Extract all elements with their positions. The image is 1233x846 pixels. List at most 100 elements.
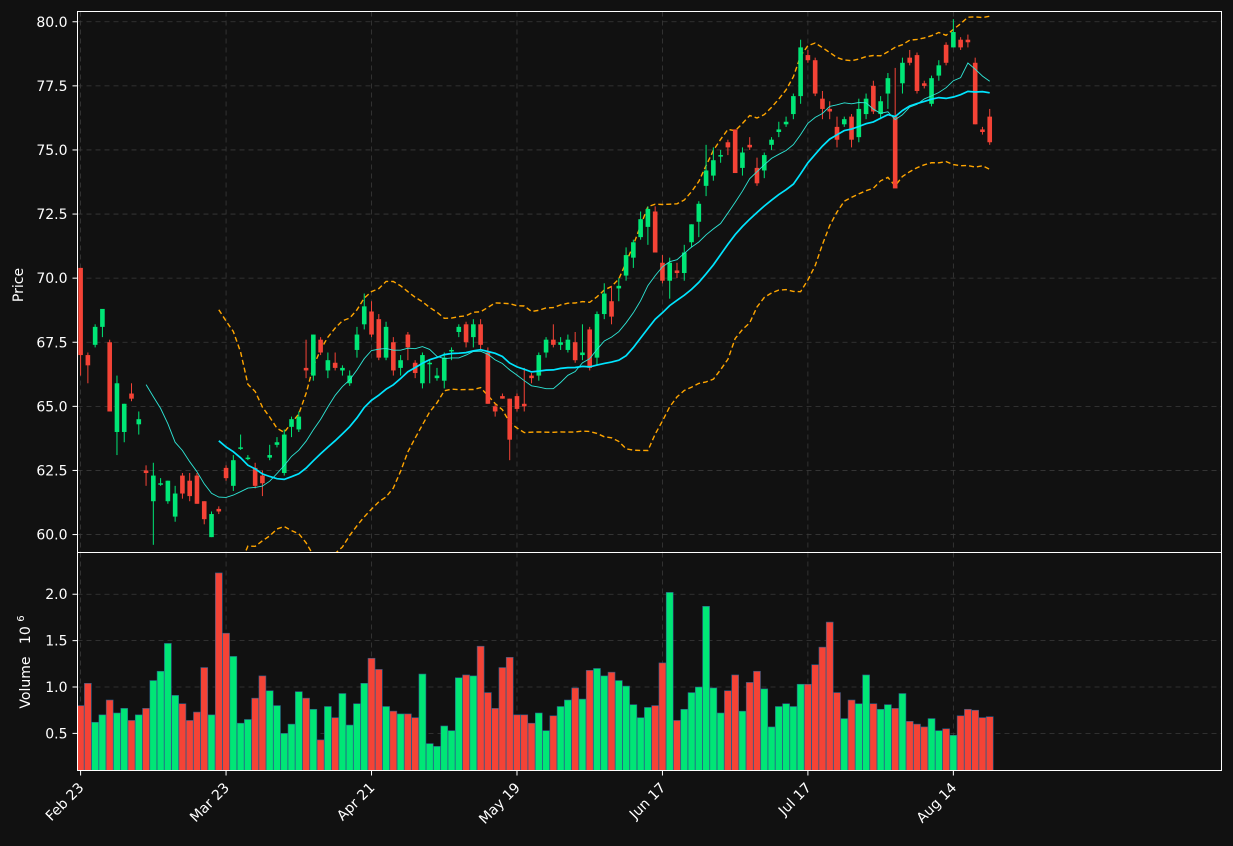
volume-bar — [644, 707, 652, 771]
candle-body — [776, 129, 782, 133]
candle-body — [441, 357, 447, 381]
volume-bar — [411, 717, 419, 771]
candle-body — [136, 419, 142, 425]
candle-body — [965, 39, 971, 43]
volume-bar — [695, 686, 703, 771]
candle-body — [201, 501, 207, 520]
volume-bar — [745, 682, 754, 771]
candle-body — [667, 262, 673, 281]
volume-bar — [549, 715, 558, 771]
candle-body — [740, 152, 745, 168]
volume-bar — [855, 703, 863, 771]
candle-body — [732, 129, 738, 174]
sma-slow-line — [218, 90, 990, 481]
volume-bar — [913, 723, 921, 771]
candle-body — [587, 329, 593, 368]
volume-bar — [236, 722, 245, 771]
candle-body — [216, 508, 222, 512]
volume-bar — [251, 697, 259, 771]
volume-bar — [738, 710, 747, 771]
candle-body — [340, 367, 345, 371]
candle-body — [398, 360, 403, 368]
volume-bar — [120, 708, 129, 771]
candle-body — [820, 98, 825, 109]
moving-averages — [145, 62, 990, 498]
candle-body — [645, 208, 651, 227]
volume-bar — [309, 708, 318, 771]
volume-bar — [440, 725, 449, 771]
volume-bar — [273, 705, 281, 771]
volume-bar — [229, 656, 238, 771]
candle-body — [856, 108, 862, 138]
volume-bar — [862, 674, 870, 771]
volume-bar — [105, 699, 114, 771]
volume-bar — [789, 706, 798, 771]
volume-bar — [462, 674, 470, 771]
candle-body — [769, 139, 774, 145]
price-candles — [78, 19, 993, 545]
candle-body — [849, 116, 854, 140]
candle-body — [485, 352, 491, 404]
volume-bar — [622, 685, 630, 771]
candle-body — [900, 62, 905, 84]
candle-body — [78, 267, 83, 356]
candle-body — [383, 326, 389, 358]
volume-bar — [542, 730, 550, 771]
candle-body — [551, 339, 556, 345]
volume-bar — [869, 703, 878, 771]
volume-bar — [825, 621, 834, 771]
volume-bar — [978, 717, 987, 771]
candle-body — [114, 383, 120, 432]
volume-bar — [680, 708, 689, 771]
candle-body — [529, 375, 534, 379]
volume-bar — [353, 703, 361, 771]
volume-bar — [898, 693, 907, 771]
volume-bar — [920, 726, 929, 771]
volume-bar — [760, 688, 769, 771]
candle-body — [172, 493, 178, 517]
candle-body — [631, 242, 636, 258]
volume-bar — [258, 675, 267, 771]
candle-body — [703, 170, 709, 186]
candle-body — [943, 44, 949, 63]
candle-body — [711, 160, 716, 176]
candle-body — [420, 355, 425, 384]
candle-body — [805, 55, 811, 61]
volume-bar — [324, 706, 332, 771]
candle-body — [972, 62, 978, 125]
volume-bar — [767, 726, 776, 771]
volume-bar — [156, 670, 165, 771]
volume-bar — [593, 668, 601, 771]
volume-bar — [935, 730, 943, 771]
price-tick-label: 80.0 — [36, 15, 67, 31]
candle-body — [187, 480, 192, 497]
volume-bar — [84, 682, 92, 771]
candle-body — [747, 144, 753, 148]
volume-bar — [534, 712, 543, 771]
candle-body — [478, 324, 483, 345]
volume-bar — [607, 671, 616, 771]
candle-body — [543, 339, 549, 353]
price-tick-label: 72.5 — [36, 207, 67, 223]
volume-tick-label: 1.5 — [45, 634, 67, 650]
volume-bar — [847, 699, 856, 771]
candle-body — [434, 375, 440, 379]
volume-bar — [731, 674, 739, 771]
candle-body — [209, 514, 214, 538]
volume-bar — [98, 714, 107, 771]
candle-body — [311, 334, 316, 376]
volume-bar — [811, 664, 819, 771]
candle-body — [151, 475, 156, 502]
candle-body — [871, 85, 876, 112]
volume-bar — [556, 706, 565, 771]
candle-body — [500, 396, 505, 399]
volume-bar — [302, 697, 310, 771]
candle-body — [260, 475, 265, 484]
price-tick-label: 77.5 — [36, 79, 67, 95]
candle-body — [885, 78, 891, 94]
candle-body — [376, 319, 382, 358]
volume-bar — [818, 646, 827, 771]
candle-body — [638, 219, 643, 238]
candle-body — [580, 352, 585, 356]
candle-body — [129, 393, 134, 399]
